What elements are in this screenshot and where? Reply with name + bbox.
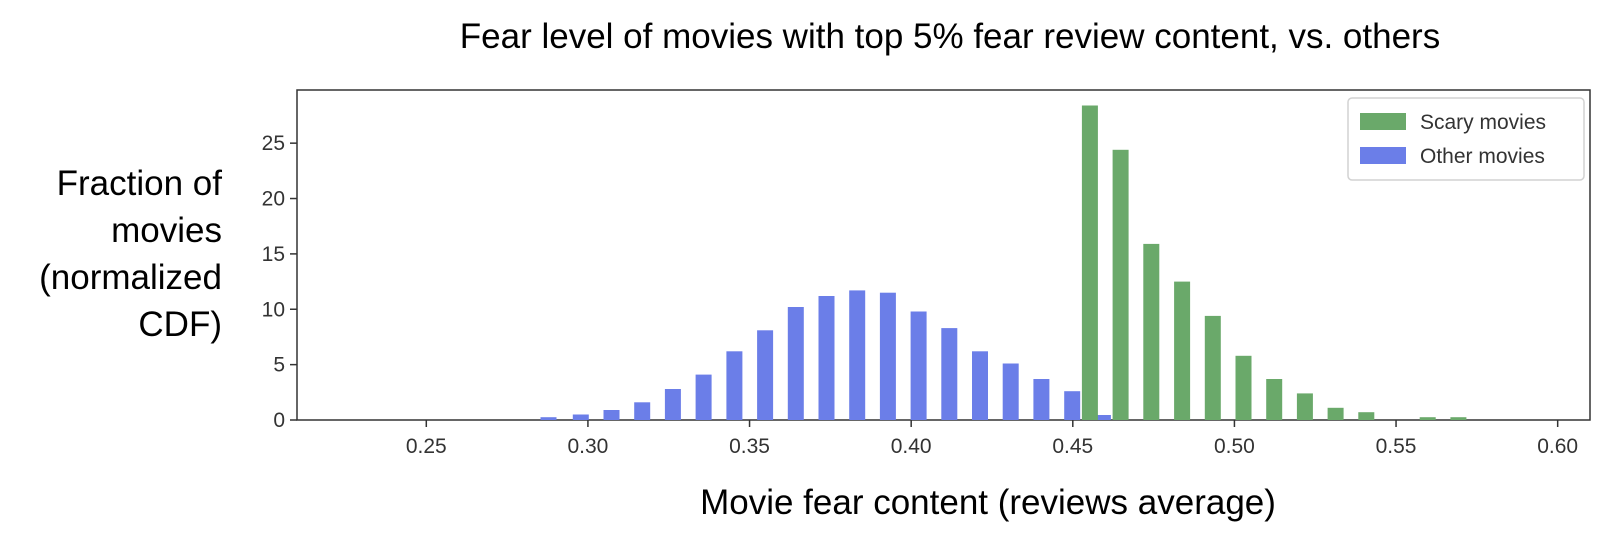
- chart-title: Fear level of movies with top 5% fear re…: [460, 17, 1440, 56]
- y-tick-label: 20: [262, 188, 285, 211]
- bar-other-movies: [1064, 391, 1081, 420]
- x-tick-label: 0.45: [1052, 435, 1093, 458]
- bar-scary-movies: [1358, 412, 1375, 420]
- bar-other-movies: [664, 389, 681, 420]
- bar-other-movies: [603, 410, 620, 420]
- bar-other-movies: [1033, 379, 1050, 420]
- bar-scary-movies: [1266, 379, 1283, 420]
- bar-other-movies: [849, 290, 866, 420]
- bar-other-movies: [695, 374, 712, 420]
- bar-scary-movies: [1296, 393, 1313, 420]
- bar-scary-movies: [1112, 149, 1129, 421]
- x-tick-label: 0.25: [406, 435, 447, 458]
- x-tick-label: 0.60: [1537, 435, 1578, 458]
- legend-label-scary: Scary movies: [1420, 111, 1546, 134]
- bar-other-movies: [757, 330, 774, 420]
- y-axis-label-line: CDF): [138, 305, 222, 344]
- bar-other-movies: [540, 417, 557, 420]
- legend: Scary movies Other movies: [1347, 97, 1585, 181]
- y-tick-label: 0: [273, 409, 285, 432]
- x-tick-label: 0.30: [567, 435, 608, 458]
- x-tick-label: 0.55: [1376, 435, 1417, 458]
- y-axis-label: Fraction of movies (normalized CDF): [39, 164, 222, 344]
- legend-swatch-scary: [1360, 113, 1406, 130]
- bar-other-movies: [726, 351, 743, 420]
- y-tick-label: 5: [273, 354, 285, 377]
- y-axis-ticks: 0 5 10 15 20 25: [262, 132, 297, 432]
- bar-other-movies: [634, 402, 651, 420]
- legend-frame: [1347, 97, 1585, 181]
- x-axis-ticks: 0.25 0.30 0.35 0.40 0.45 0.50 0.55 0.60: [406, 420, 1578, 458]
- y-tick-label: 10: [262, 298, 285, 321]
- bar-other-movies: [1002, 363, 1019, 420]
- bar-scary-movies: [1235, 355, 1252, 420]
- x-tick-label: 0.40: [891, 435, 932, 458]
- bar-other-movies: [910, 311, 927, 420]
- x-tick-label: 0.50: [1214, 435, 1255, 458]
- bar-scary-movies: [1450, 417, 1467, 420]
- bar-scary-movies: [1419, 417, 1436, 420]
- bar-scary-movies: [1143, 243, 1160, 420]
- y-tick-label: 25: [262, 132, 285, 155]
- bar-other-movies: [941, 328, 958, 420]
- y-axis-label-line: movies: [111, 211, 222, 250]
- bar-scary-movies: [1327, 407, 1344, 420]
- bar-scary-movies: [1081, 105, 1098, 420]
- legend-label-other: Other movies: [1420, 145, 1545, 168]
- bar-other-movies: [787, 307, 804, 420]
- y-axis-label-line: Fraction of: [57, 164, 223, 203]
- y-axis-label-line: (normalized: [39, 258, 222, 297]
- bars-layer: [540, 105, 1467, 421]
- bar-other-movies: [818, 296, 835, 420]
- bar-other-movies: [572, 414, 589, 420]
- bar-scary-movies: [1204, 315, 1221, 420]
- bar-other-movies: [879, 292, 896, 420]
- y-tick-label: 15: [262, 243, 285, 266]
- x-axis-label: Movie fear content (reviews average): [700, 483, 1276, 522]
- bar-scary-movies: [1174, 281, 1191, 420]
- legend-swatch-other: [1360, 147, 1406, 164]
- bar-other-movies: [1094, 415, 1111, 420]
- x-tick-label: 0.35: [729, 435, 770, 458]
- bar-other-movies: [972, 351, 988, 420]
